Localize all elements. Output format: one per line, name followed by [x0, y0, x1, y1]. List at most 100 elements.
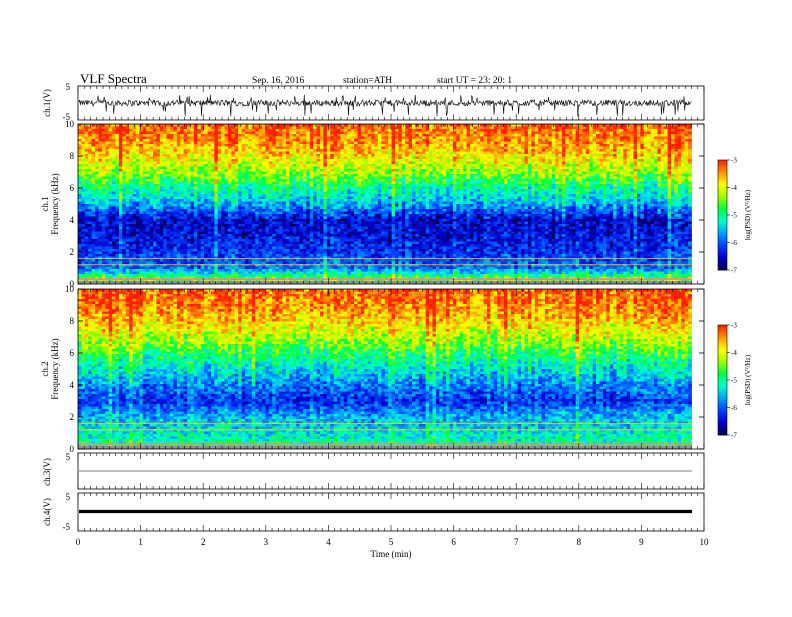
- spectrogram-cell: [579, 164, 583, 167]
- spectrogram-cell: [282, 152, 286, 155]
- spectrogram-cell: [320, 142, 324, 145]
- spectrogram-cell: [303, 169, 307, 172]
- spectrogram-cell: [620, 162, 624, 165]
- spectrogram-cell: [654, 184, 658, 187]
- spectrogram-cell: [647, 139, 651, 142]
- spectrogram-cell: [317, 189, 321, 192]
- spectrogram-cell: [647, 169, 651, 172]
- spectrogram-cell: [524, 129, 528, 132]
- spectrogram-cell: [409, 129, 413, 132]
- spectrogram-cell: [320, 132, 324, 135]
- spectrogram-cell: [439, 152, 443, 155]
- spectrogram-cell: [129, 184, 133, 187]
- spectrogram-cell: [545, 142, 549, 145]
- spectrogram-cell: [337, 167, 341, 170]
- spectrogram-cell: [480, 192, 484, 195]
- spectrogram-cell: [334, 192, 338, 195]
- spectrogram-cell: [504, 142, 508, 145]
- spectrogram-cell: [497, 172, 501, 175]
- spectrogram-cell: [259, 142, 263, 145]
- spectrogram-cell: [473, 129, 477, 132]
- spectrogram-cell: [668, 174, 672, 177]
- spectrogram-cell: [139, 139, 143, 142]
- spectrogram-cell: [194, 189, 198, 192]
- spectrogram-cell: [167, 167, 171, 170]
- spectrogram-cell: [681, 134, 685, 137]
- spectrogram-cell: [242, 184, 246, 187]
- spectrogram-cell: [129, 182, 133, 185]
- spectrogram-cell: [579, 124, 583, 127]
- spectrogram-cell: [177, 172, 181, 175]
- spectrogram-cell: [453, 147, 457, 150]
- spectrogram-cell: [545, 167, 549, 170]
- spectrogram-cell: [572, 147, 576, 150]
- spectrogram-cell: [484, 142, 488, 145]
- spectrogram-cell: [136, 149, 140, 152]
- spectrogram-cell: [627, 129, 631, 132]
- spectrogram-cell: [603, 134, 607, 137]
- spectrogram-cell: [562, 162, 566, 165]
- spectrogram-cell: [497, 147, 501, 150]
- spectrogram-cell: [412, 177, 416, 180]
- spectrogram-cell: [204, 177, 208, 180]
- spectrogram-cell: [153, 134, 157, 137]
- spectrogram-cell: [122, 132, 126, 135]
- spectrogram-cell: [235, 144, 239, 147]
- spectrogram-cell: [214, 154, 218, 157]
- spectrogram-cell: [674, 182, 678, 185]
- spectrogram-cell: [190, 179, 194, 182]
- spectrogram-cell: [265, 189, 269, 192]
- spectrogram-cell: [242, 167, 246, 170]
- spectrogram-cell: [133, 149, 137, 152]
- spectrogram-cell: [340, 179, 344, 182]
- spectrogram-cell: [282, 139, 286, 142]
- spectrogram-cell: [627, 137, 631, 140]
- spectrogram-cell: [385, 152, 389, 155]
- spectrogram-cell: [150, 152, 154, 155]
- spectrogram-cell: [259, 187, 263, 190]
- spectrogram-cell: [398, 137, 402, 140]
- spectrogram-cell: [651, 147, 655, 150]
- spectrogram-cell: [511, 124, 515, 127]
- spectrogram-cell: [456, 169, 460, 172]
- spectrogram-cell: [453, 184, 457, 187]
- spectrogram-cell: [664, 127, 668, 130]
- spectrogram-cell: [671, 159, 675, 162]
- spectrogram-cell: [293, 169, 297, 172]
- spectrogram-cell: [678, 174, 682, 177]
- spectrogram-cell: [228, 159, 232, 162]
- spectrogram-cell: [439, 154, 443, 157]
- spectrogram-cell: [617, 144, 621, 147]
- spectrogram-cell: [184, 189, 188, 192]
- spectrogram-cell: [674, 179, 678, 182]
- spectrogram-cell: [623, 134, 627, 137]
- spectrogram-cell: [484, 187, 488, 190]
- spectrogram-cell: [160, 139, 164, 142]
- spectrogram-cell: [286, 132, 290, 135]
- spectrogram-cell: [327, 127, 331, 130]
- spectrogram-cell: [81, 184, 85, 187]
- spectrogram-cell: [490, 154, 494, 157]
- spectrogram-cell: [167, 182, 171, 185]
- spectrogram-cell: [265, 192, 269, 195]
- spectrogram-cell: [190, 167, 194, 170]
- spectrogram-cell: [272, 132, 276, 135]
- spectrogram-cell: [98, 124, 102, 127]
- spectrogram-cell: [180, 184, 184, 187]
- date-label: Sep. 16, 2016: [252, 76, 305, 86]
- spectrogram-cell: [180, 172, 184, 175]
- spectrogram-cell: [313, 152, 317, 155]
- spectrogram-cell: [446, 179, 450, 182]
- spectrogram-cell: [487, 179, 491, 182]
- spectrogram-cell: [289, 172, 293, 175]
- spectrogram-cell: [477, 157, 481, 160]
- spectrogram-cell: [262, 147, 266, 150]
- spectrogram-cell: [426, 137, 430, 140]
- spectrogram-cell: [184, 169, 188, 172]
- spectrogram-cell: [177, 142, 181, 145]
- spectrogram-cell: [293, 127, 297, 130]
- spectrogram-cell: [651, 157, 655, 160]
- spectrogram-cell: [269, 159, 273, 162]
- spectrogram-cell: [85, 189, 89, 192]
- spectrogram-cell: [569, 132, 573, 135]
